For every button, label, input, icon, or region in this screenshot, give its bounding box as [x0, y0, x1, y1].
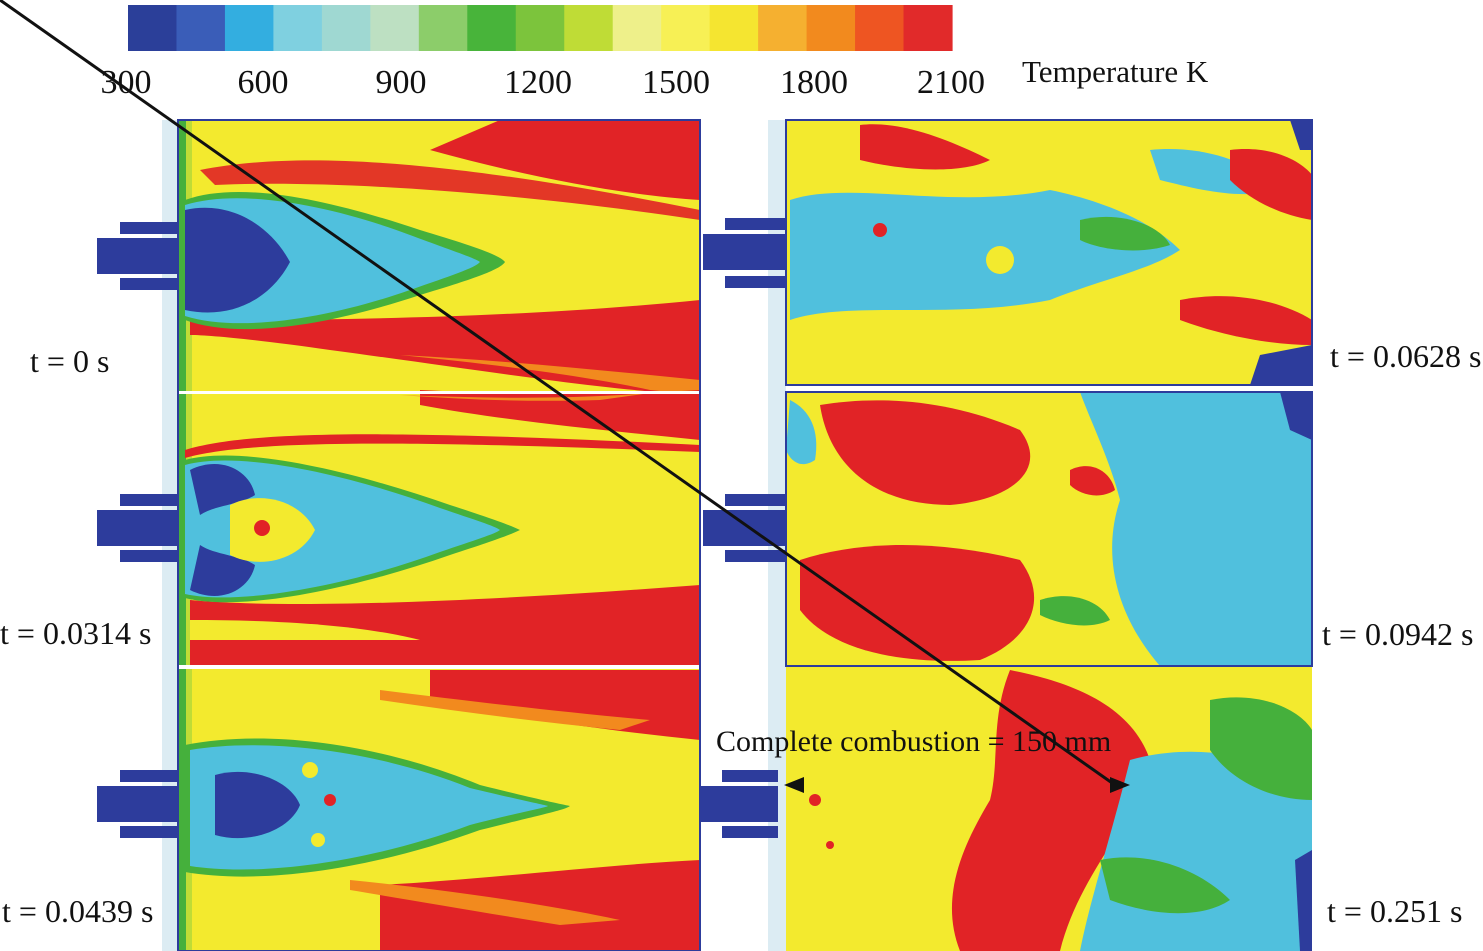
annotation-text: Complete combustion = 150 mm [716, 725, 1111, 758]
panel-t00314-yellow-gap [190, 620, 420, 640]
left-frame-separator-2 [178, 665, 700, 669]
colorbar-ticks: 300 600 900 1200 1500 1800 2100 [101, 64, 986, 101]
colorbar-tick-1800: 1800 [780, 64, 848, 101]
colorbar-swatch [224, 5, 275, 51]
left-frame-separator-1 [178, 391, 700, 394]
panel-t00314-red-shell-line [185, 434, 700, 458]
panel-t0251-hot-spot-2 [826, 841, 834, 849]
colorbar-swatch [612, 5, 662, 51]
colorbar-swatch [855, 5, 905, 51]
colorbar-swatches [128, 5, 953, 51]
panel-t00628-field [786, 120, 1312, 385]
panel-t00314-cold-lobe-lower [190, 545, 255, 596]
panel-t00439-warm-spot-2 [311, 833, 325, 847]
colorbar-tick-2100: 2100 [917, 64, 985, 101]
burner-right-1 [703, 218, 786, 288]
annotation-arrowhead-right [1110, 777, 1130, 793]
time-label-t00314: t = 0.0314 s [0, 615, 151, 651]
time-label-t00628: t = 0.0628 s [1330, 338, 1481, 374]
colorbar-swatch [128, 5, 178, 51]
colorbar-swatch [758, 5, 808, 51]
colorbar-swatch [418, 5, 468, 51]
colorbar-quantity-label: Temperature K [1022, 54, 1209, 89]
colorbar-tick-300: 300 [101, 64, 152, 101]
panel-t0-warm-plume-top [200, 160, 700, 220]
panel-t00628-cold-corner-top [1290, 120, 1312, 150]
right-panels [700, 119, 1313, 951]
time-label-t0: t = 0 s [30, 343, 109, 379]
panel-t00314-field [185, 390, 700, 665]
panel-t0251-field [786, 667, 1312, 951]
panel-t00314-orange-plume-top [400, 393, 650, 401]
panel-t00942-cyan-region-left [786, 400, 817, 465]
colorbar-swatch [515, 5, 565, 51]
panel-t0251-green-region-1 [1210, 697, 1312, 800]
panel-t00942-hot-streak [1070, 466, 1115, 496]
panel-t00628-hot-region-1 [860, 124, 990, 170]
panel-t00628-hot-region-3 [1180, 296, 1312, 345]
panel-t00942-cool-region [1080, 392, 1312, 666]
panel-t00628-cold-corner-bottom [1250, 345, 1312, 385]
burner-right-3 [700, 770, 778, 838]
panel-t00314-flame-kernel [230, 498, 315, 562]
colorbar-tick-1500: 1500 [642, 64, 710, 101]
panel-t0251-hot-spot-1 [809, 794, 821, 806]
time-label-t0251: t = 0.251 s [1327, 893, 1462, 929]
panel-t00314-cyan-core [185, 460, 500, 598]
time-label-t00942: t = 0.0942 s [1322, 616, 1473, 652]
panel-t00439-cyan-core [190, 745, 548, 870]
panel-t0251-hot-front [951, 670, 1150, 951]
colorbar-swatch [467, 5, 517, 51]
panel-t00628-warm-spot [986, 246, 1014, 274]
panel-t00942-green-region [1040, 596, 1110, 626]
panel-t00314-hot-plume-top [420, 390, 700, 440]
burner-left-3 [97, 770, 178, 838]
panel-t0-field [185, 120, 700, 395]
colorbar-tick-900: 900 [376, 64, 427, 101]
colorbar-tick-1200: 1200 [504, 64, 572, 101]
panel-t00628-hot-region-2 [1230, 149, 1312, 220]
colorbar-swatch [806, 5, 856, 51]
panel-t0251-cold-corner [1295, 850, 1312, 951]
annotation-arrowhead-left [784, 777, 804, 793]
time-label-t00439: t = 0.0439 s [2, 893, 153, 929]
colorbar-tick-600: 600 [238, 64, 289, 101]
panel-t00942-field [786, 392, 1312, 666]
panel-t0251-green-region-2 [1100, 857, 1230, 914]
panel-t00314-cold-lobe-upper [190, 464, 255, 515]
panel-t00439-hot-spot-1 [324, 794, 336, 806]
annotation-arrow-line [0, 0, 1116, 787]
combustion-length-annotation: Complete combustion = 150 mm [0, 0, 1130, 793]
panel-t00439-cold-jet [215, 771, 300, 839]
panel-t00314-hot-spot [254, 520, 270, 536]
burner-left-2 [97, 494, 178, 562]
panel-t00439-orange-plume-bottom [350, 880, 620, 925]
panel-t00439-orange-plume-top [380, 690, 650, 730]
panel-t00439-warm-spot-1 [302, 762, 318, 778]
panel-t0-hot-plume-top [430, 120, 700, 200]
panel-t00628-hot-spot [873, 223, 887, 237]
panel-t00314-hot-plume-bottom [190, 585, 700, 665]
colorbar-swatch [661, 5, 711, 51]
left-panels [97, 119, 701, 951]
colorbar-swatch [176, 5, 226, 51]
burner-left-1 [97, 222, 178, 290]
panel-t00942-hot-region-lower [800, 545, 1035, 661]
colorbar: 300 600 900 1200 1500 1800 2100 Temperat… [101, 5, 1209, 101]
colorbar-swatch [709, 5, 759, 51]
colorbar-swatch [903, 5, 953, 51]
panel-t00628-green-region [1080, 216, 1170, 251]
panel-t00942-cold-corner [1280, 392, 1312, 440]
panel-t00439-field [185, 670, 700, 951]
colorbar-swatch [321, 5, 371, 51]
burner-right-2 [703, 494, 786, 562]
panel-t0-cold-jet [185, 207, 290, 313]
colorbar-swatch [370, 5, 420, 51]
colorbar-swatch [273, 5, 323, 51]
colorbar-swatch [564, 5, 614, 51]
panel-t00942-hot-region-upper [820, 400, 1031, 505]
